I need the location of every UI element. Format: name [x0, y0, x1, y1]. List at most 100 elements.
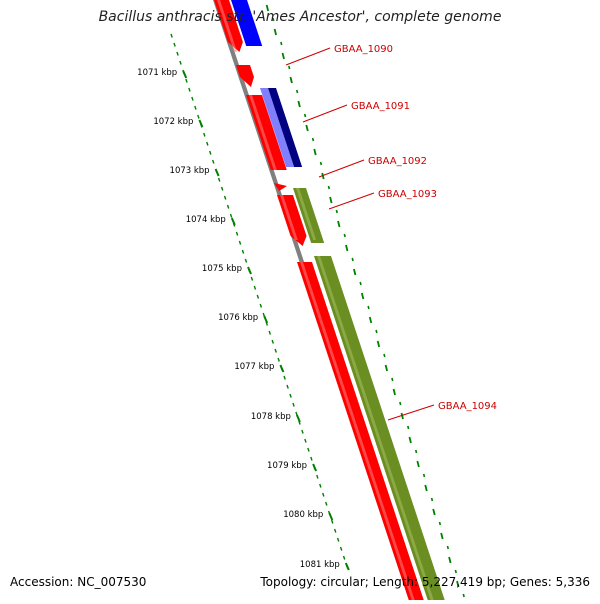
outer-dot: [430, 497, 434, 502]
ruler-dot: [283, 375, 286, 380]
cds-reverse-olive: [314, 256, 445, 600]
ruler-dot: [209, 150, 212, 155]
gene-label-leader: [318, 159, 365, 178]
ruler-major-tick: [279, 364, 285, 373]
outer-dot: [335, 209, 338, 214]
ruler-major-tick: [214, 168, 220, 177]
ruler-major-tick: [182, 70, 188, 79]
ruler-dot: [301, 429, 304, 434]
ruler-dot: [241, 249, 245, 254]
outer-tick: [448, 556, 452, 564]
ruler-tick-label: 1075 kbp: [202, 264, 242, 274]
outer-dot: [343, 233, 346, 238]
cds-highlight: [249, 95, 277, 170]
outer-dot: [303, 113, 307, 118]
gene-label: GBAA_1090: [334, 44, 393, 55]
outer-dot: [422, 473, 426, 478]
ruler-dot: [188, 87, 191, 92]
outer-dot: [414, 449, 418, 454]
ruler-dot: [304, 438, 307, 443]
outer-dot: [375, 329, 378, 334]
cds-highlight: [317, 256, 434, 600]
outer-dot: [280, 41, 283, 46]
outer-tick: [424, 484, 428, 492]
cds-highlight: [296, 188, 317, 240]
outer-tick: [432, 508, 436, 516]
outer-dot: [272, 17, 275, 22]
ruler-dot: [226, 204, 230, 209]
ruler-dot: [289, 393, 292, 398]
ruler-dot: [259, 303, 263, 308]
outer-tick: [400, 412, 404, 420]
gene-label-leader: [387, 404, 435, 421]
outer-dot: [295, 89, 299, 94]
outer-tick: [345, 244, 349, 252]
outer-dot: [311, 137, 315, 142]
map-title: Bacillus anthracis str. 'Ames Ancestor',…: [98, 9, 502, 25]
cds-forward: [297, 262, 424, 600]
outer-tick: [337, 220, 341, 228]
ruler-tick-label: 1077 kbp: [234, 362, 274, 372]
outer-dot: [319, 161, 323, 166]
ruler-dot: [336, 537, 340, 542]
ruler-dot: [173, 42, 176, 47]
ruler-dot: [256, 294, 260, 299]
outer-dot: [367, 305, 370, 310]
ruler-dot: [319, 483, 322, 488]
outer-dot: [446, 545, 450, 550]
outer-tick: [368, 316, 373, 324]
ruler-dot: [333, 528, 337, 533]
ruler-major-tick: [263, 315, 269, 324]
ruler-dot: [268, 330, 272, 335]
ruler-tick-label: 1079 kbp: [267, 461, 307, 471]
ruler-major-tick: [247, 266, 252, 275]
outer-tick: [273, 28, 277, 36]
outer-dot: [359, 281, 362, 286]
cds-forward: [274, 183, 287, 191]
ruler-dot: [197, 114, 200, 119]
outer-dot: [454, 569, 457, 574]
ruler-dot: [295, 411, 298, 416]
outer-tick: [281, 52, 285, 60]
outer-dot: [407, 425, 410, 430]
ruler-major-tick: [295, 414, 301, 423]
ruler-dot: [339, 546, 343, 551]
ruler-dot: [244, 258, 248, 263]
ruler-tick-label: 1074 kbp: [186, 215, 226, 225]
ruler-major-tick: [328, 512, 334, 521]
ruler-dot: [316, 474, 319, 479]
outer-tick: [265, 4, 270, 12]
ruler-dot: [325, 501, 328, 506]
ruler-dot: [229, 213, 233, 218]
cds-reverse-navy: [268, 88, 303, 167]
outer-dot: [351, 257, 354, 262]
ruler-dot: [235, 231, 239, 236]
ruler-dot: [250, 276, 254, 281]
outer-dot: [438, 521, 442, 526]
ruler-tick-label: 1076 kbp: [218, 313, 258, 323]
ruler-dot: [277, 357, 280, 362]
ruler-dot: [203, 132, 206, 137]
cds-highlight: [300, 262, 415, 600]
ruler-dot: [322, 492, 325, 497]
ruler-major-tick: [312, 463, 318, 472]
genome-summary: Topology: circular; Length: 5,227,419 bp…: [260, 575, 590, 589]
ruler-dot: [330, 519, 334, 524]
ruler-dot: [292, 402, 295, 407]
cds-reverse-lavender: [260, 88, 295, 167]
ruler-dot: [271, 339, 274, 344]
outer-tick: [297, 100, 301, 108]
outer-tick: [289, 76, 293, 84]
outer-tick: [440, 532, 444, 540]
ruler-tick-label: 1080 kbp: [283, 510, 323, 520]
ruler-dot: [310, 456, 313, 461]
ruler-dot: [191, 96, 194, 101]
outer-tick: [305, 124, 309, 132]
ruler-dot: [220, 186, 224, 191]
cds-highlight: [217, 0, 238, 52]
outer-dot: [327, 185, 331, 190]
outer-tick: [456, 580, 460, 588]
ruler-dot: [223, 195, 227, 200]
outer-tick: [376, 340, 381, 348]
